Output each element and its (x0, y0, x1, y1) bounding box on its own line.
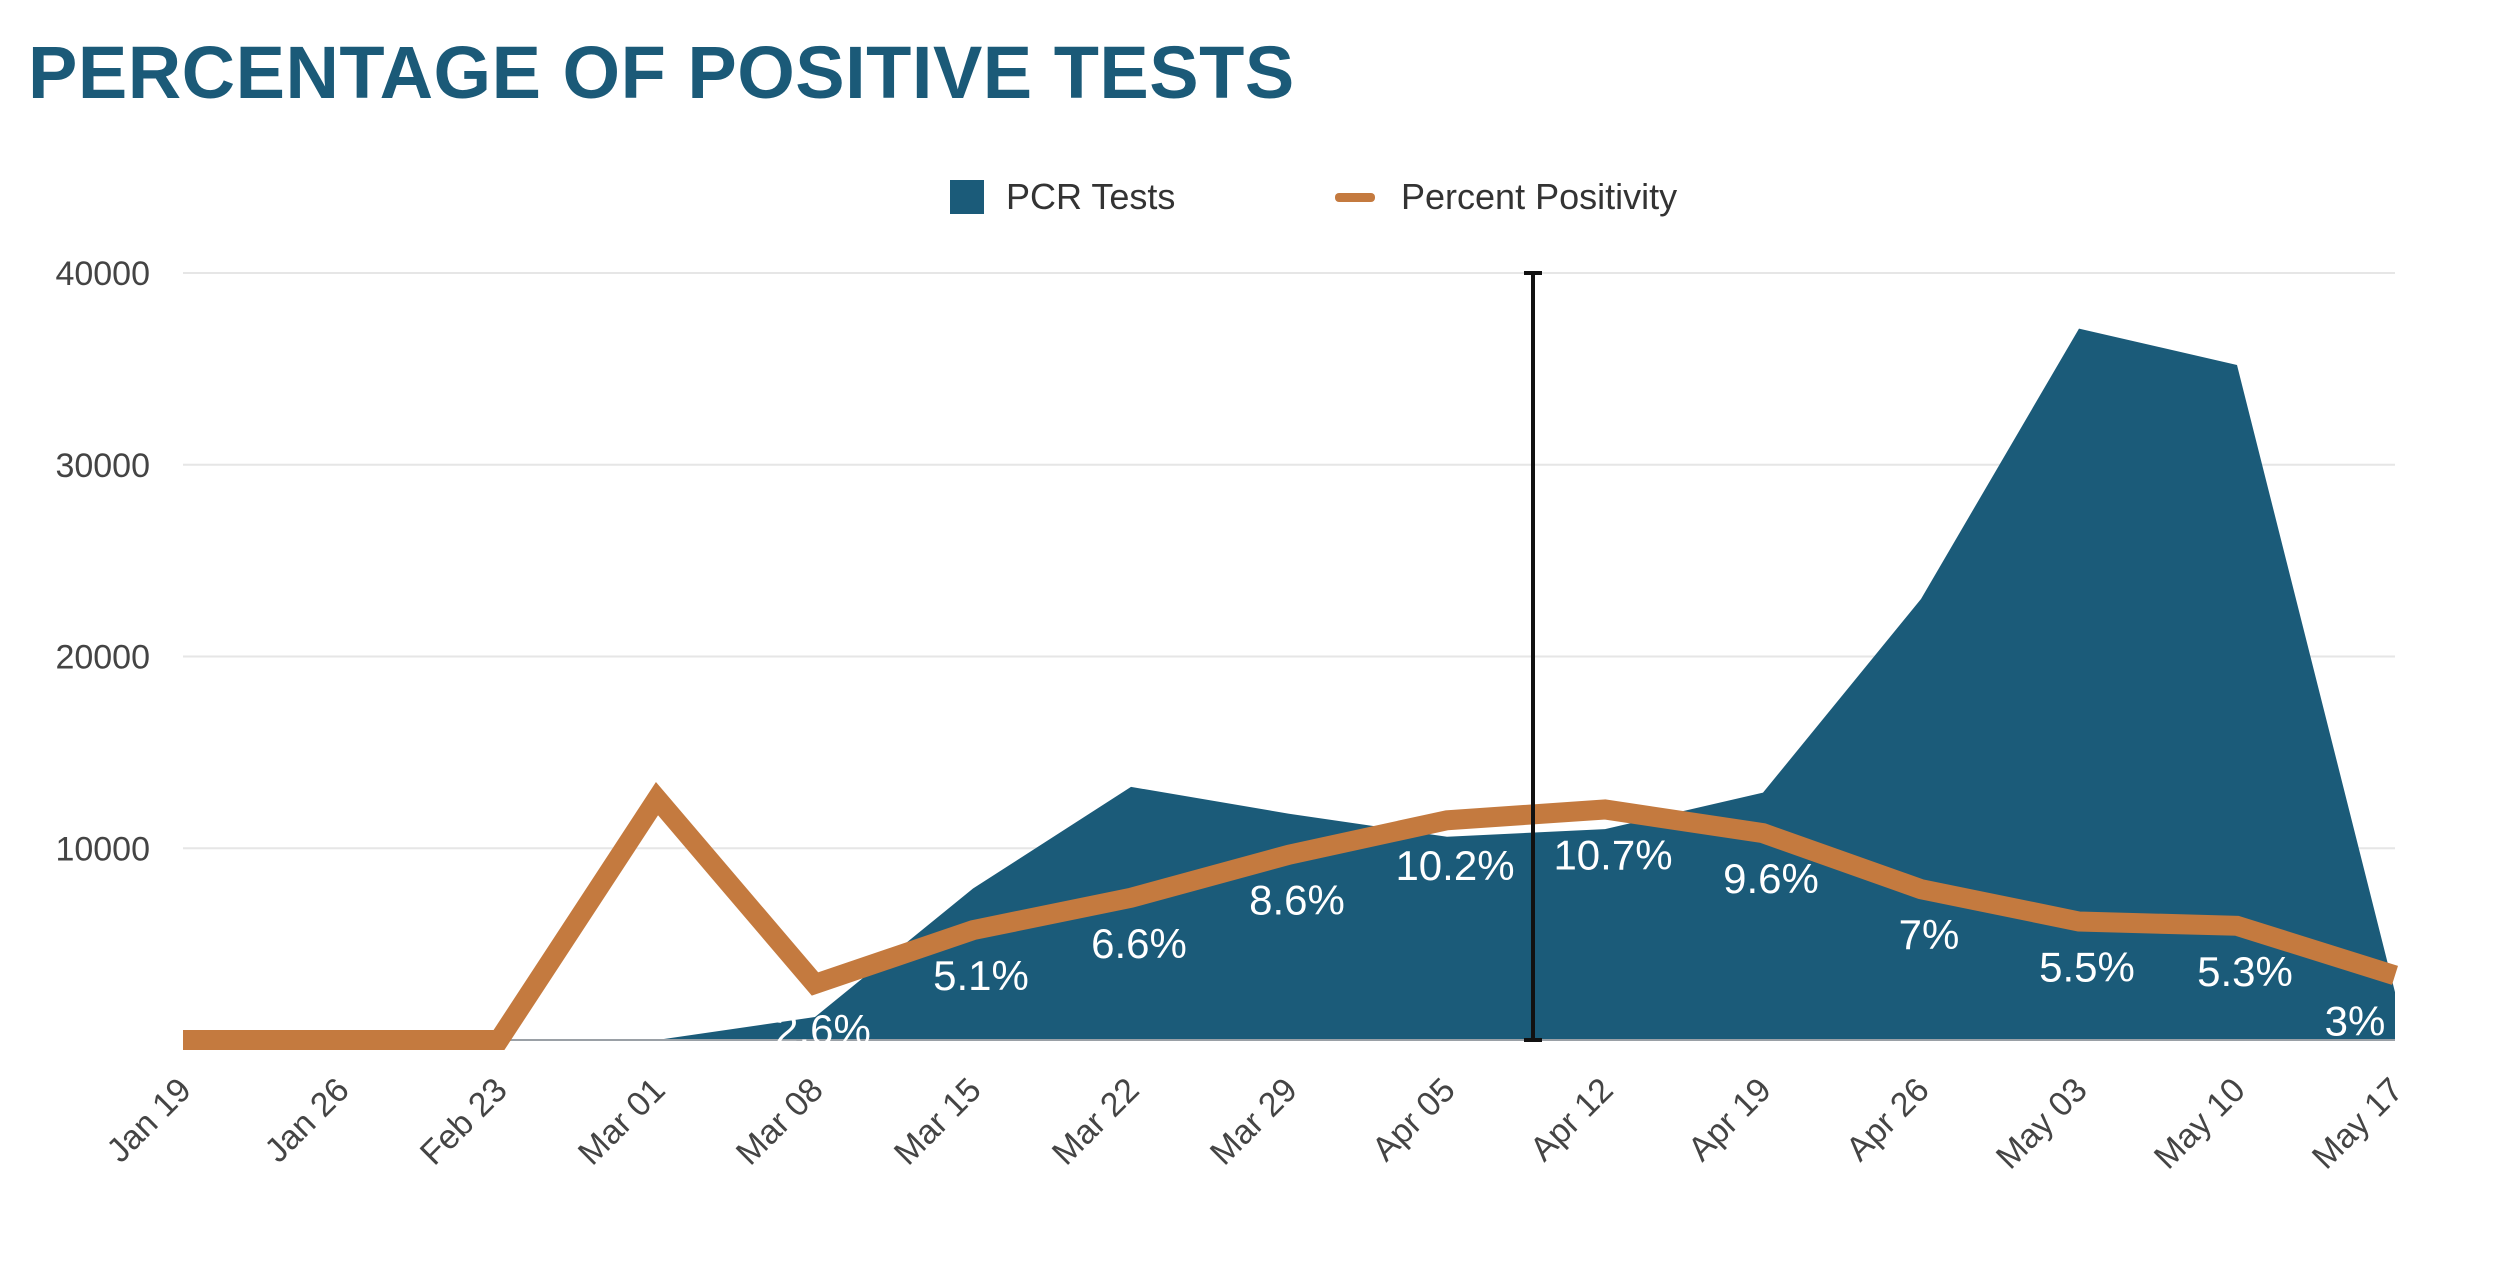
x-tick-label: Apr 19 (1681, 1071, 1779, 1169)
x-tick-label: Mar 08 (729, 1071, 831, 1173)
data-label: 3% (2325, 997, 2386, 1044)
y-tick-label: 20000 (55, 639, 150, 677)
chart-title: PERCENTAGE OF POSITIVE TESTS (28, 31, 1295, 114)
legend-swatch-percent-positivity (1335, 192, 1375, 202)
legend: PCR Tests Percent Positivity (0, 172, 2494, 222)
x-tick-label: Mar 15 (887, 1071, 989, 1173)
data-label: 10.2% (1395, 842, 1514, 889)
data-label: 5.1% (933, 952, 1029, 999)
legend-label-percent-positivity: Percent Positivity (1401, 176, 1678, 217)
x-tick-label: May 10 (2147, 1071, 2253, 1177)
y-tick-label: 30000 (55, 447, 150, 485)
data-label: 8.6% (1249, 877, 1345, 924)
x-tick-label: Feb 23 (413, 1071, 515, 1173)
x-tick-label: Apr 12 (1523, 1071, 1621, 1169)
x-tick-label: Jan 19 (100, 1071, 199, 1170)
data-label: 9.6% (1723, 855, 1819, 902)
legend-item-pcr-tests[interactable]: PCR Tests (950, 172, 1175, 222)
x-tick-label: Apr 05 (1365, 1071, 1463, 1169)
x-tick-label: Apr 26 (1839, 1071, 1937, 1169)
x-tick-label: Mar 01 (571, 1071, 673, 1173)
x-tick-label: Mar 29 (1203, 1071, 1305, 1173)
x-tick-label: May 17 (2305, 1071, 2411, 1177)
data-label: 7% (1899, 911, 1960, 958)
x-tick-label: May 03 (1989, 1071, 2095, 1177)
data-label: 2.6% (775, 1006, 871, 1053)
x-tick-label: Mar 22 (1045, 1071, 1147, 1173)
legend-label-pcr-tests: PCR Tests (1006, 176, 1176, 217)
data-label: 6.6% (1091, 920, 1187, 967)
data-label: 5.3% (2197, 948, 2293, 995)
y-tick-label: 10000 (55, 830, 150, 868)
y-tick-label: 40000 (55, 255, 150, 293)
data-label: 10.7% (1553, 831, 1672, 878)
legend-swatch-pcr-tests (950, 180, 984, 214)
data-label: 5.5% (2039, 944, 2135, 991)
x-tick-label: Jan 26 (258, 1071, 357, 1170)
series-line-percent-positivity[interactable] (183, 782, 2398, 1050)
series-area-pcr-tests[interactable] (183, 328, 2395, 1040)
legend-item-percent-positivity[interactable]: Percent Positivity (1335, 172, 1677, 222)
